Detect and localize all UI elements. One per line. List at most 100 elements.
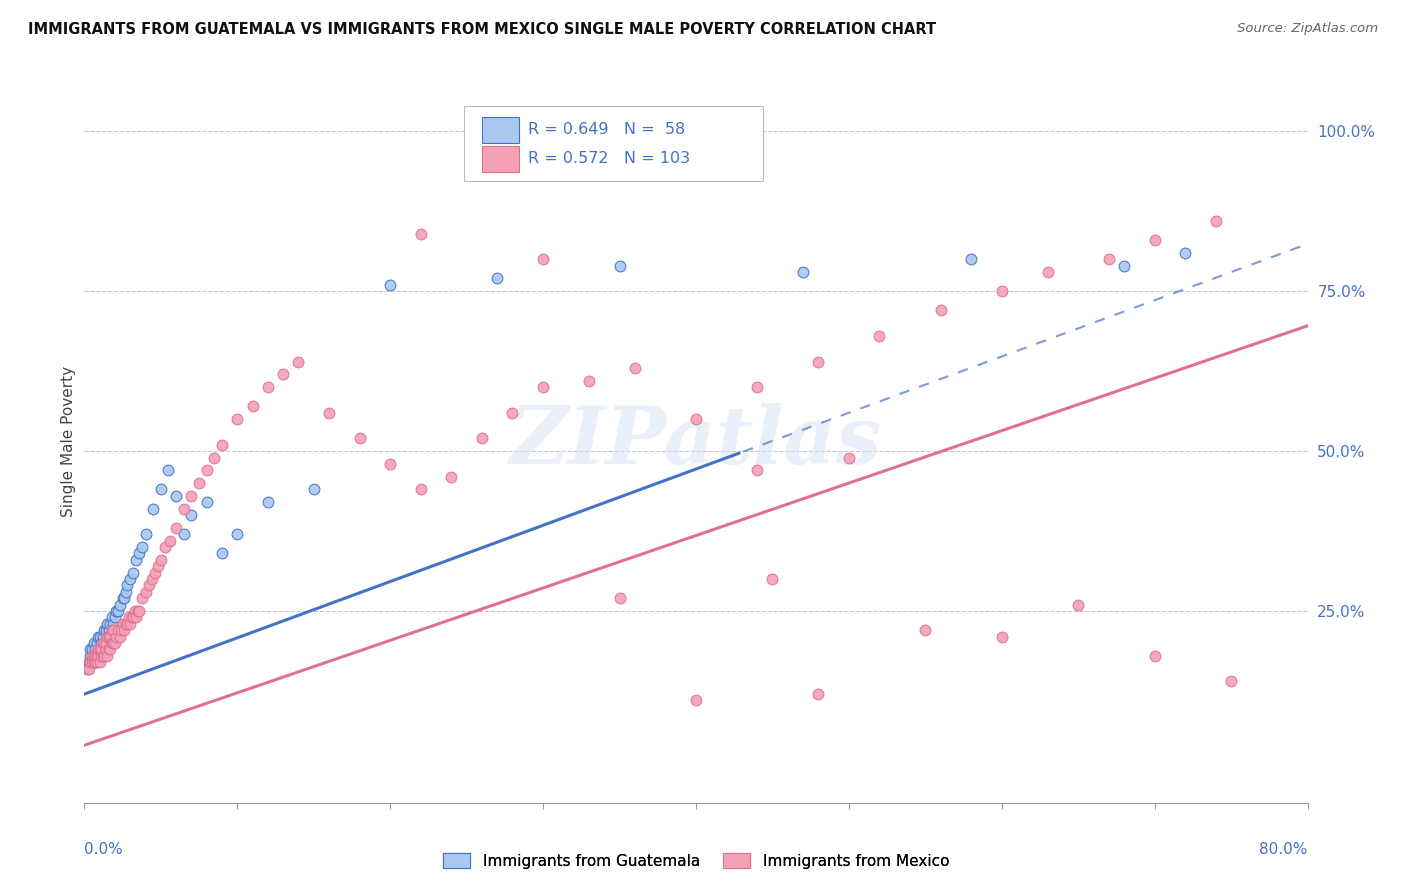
Point: [747, 463, 769, 477]
Point: [173, 501, 195, 516]
Point: [96, 630, 118, 644]
Point: [155, 540, 177, 554]
Point: [287, 354, 309, 368]
Point: [108, 630, 131, 644]
Point: [120, 572, 142, 586]
Point: [110, 623, 132, 637]
Point: [838, 450, 860, 465]
Point: [90, 648, 112, 663]
Point: [125, 610, 148, 624]
Point: [125, 553, 148, 567]
Bar: [482, 145, 519, 171]
Text: 0.0%: 0.0%: [84, 842, 124, 856]
Point: [180, 508, 202, 522]
Point: [79, 642, 101, 657]
Point: [1174, 246, 1197, 260]
Point: [1036, 265, 1059, 279]
Point: [141, 572, 163, 586]
Point: [135, 527, 157, 541]
Point: [211, 546, 233, 560]
Point: [90, 642, 112, 657]
Point: [80, 655, 103, 669]
Point: [165, 489, 187, 503]
Point: [97, 623, 120, 637]
Point: [131, 540, 153, 554]
Point: [685, 693, 707, 707]
Point: [159, 533, 181, 548]
Point: [104, 636, 127, 650]
Point: [96, 630, 118, 644]
Point: [302, 483, 325, 497]
Point: [202, 450, 225, 465]
Point: [107, 623, 129, 637]
Point: [86, 648, 108, 663]
Point: [131, 591, 153, 606]
Point: [122, 566, 145, 580]
Point: [96, 648, 118, 663]
Point: [111, 616, 134, 631]
Point: [89, 642, 111, 657]
Point: [914, 623, 936, 637]
Point: [991, 630, 1014, 644]
Point: [79, 648, 101, 663]
Point: [747, 380, 769, 394]
Point: [1205, 214, 1227, 228]
Text: Source: ZipAtlas.com: Source: ZipAtlas.com: [1237, 22, 1378, 36]
Point: [486, 271, 509, 285]
Point: [128, 604, 150, 618]
Point: [98, 630, 121, 644]
Point: [91, 630, 114, 644]
Point: [149, 483, 172, 497]
Point: [93, 648, 115, 663]
Point: [93, 636, 115, 650]
Text: ZIPatlas: ZIPatlas: [510, 403, 882, 480]
Point: [114, 616, 136, 631]
Point: [101, 623, 124, 637]
Bar: [482, 117, 519, 143]
Point: [115, 616, 138, 631]
Point: [1114, 259, 1136, 273]
Point: [84, 655, 107, 669]
Point: [440, 469, 463, 483]
Point: [105, 630, 128, 644]
Point: [84, 648, 107, 663]
Point: [1098, 252, 1121, 267]
Point: [112, 623, 135, 637]
Y-axis label: Single Male Poverty: Single Male Poverty: [60, 366, 76, 517]
Point: [101, 636, 124, 650]
Point: [84, 655, 107, 669]
Point: [108, 598, 131, 612]
Point: [578, 374, 600, 388]
Point: [77, 655, 100, 669]
Point: [624, 361, 647, 376]
Point: [257, 380, 280, 394]
Point: [120, 616, 142, 631]
Point: [242, 400, 264, 414]
Point: [83, 655, 105, 669]
Point: [89, 648, 111, 663]
Point: [91, 636, 114, 650]
Point: [807, 687, 830, 701]
Point: [135, 584, 157, 599]
Point: [792, 265, 814, 279]
Point: [86, 655, 108, 669]
Point: [86, 636, 108, 650]
Point: [77, 661, 100, 675]
Point: [211, 438, 233, 452]
Point: [195, 495, 218, 509]
Point: [257, 495, 280, 509]
Point: [84, 642, 107, 657]
Point: [98, 616, 121, 631]
Point: [80, 642, 103, 657]
Point: [471, 431, 494, 445]
Point: [93, 623, 115, 637]
Point: [991, 285, 1014, 299]
Point: [83, 648, 105, 663]
Point: [87, 630, 110, 644]
Point: [97, 642, 120, 657]
Point: [149, 553, 172, 567]
Point: [685, 412, 707, 426]
Point: [349, 431, 371, 445]
Point: [226, 527, 249, 541]
Point: [103, 623, 125, 637]
